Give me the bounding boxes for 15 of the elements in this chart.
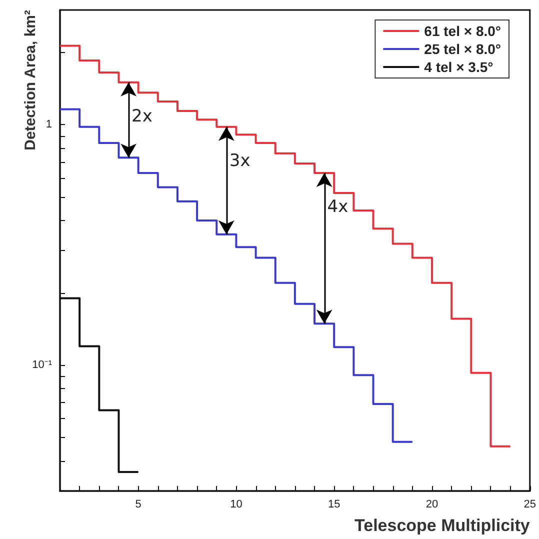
x-tick-label: 10 bbox=[230, 498, 242, 510]
x-tick-label: 20 bbox=[426, 498, 438, 510]
annotation: 4x bbox=[327, 197, 348, 218]
annotation: 3x bbox=[229, 150, 250, 171]
legend-label: 25 tel × 8.0° bbox=[424, 41, 502, 57]
y-tick-label: 1 bbox=[46, 118, 52, 131]
y-tick-label: 10⁻¹ bbox=[32, 359, 52, 372]
x-axis-title: Telescope Multiplicity bbox=[354, 516, 530, 535]
annotation: 2x bbox=[132, 106, 152, 126]
x-tick-label: 15 bbox=[328, 498, 340, 510]
legend-label: 4 tel × 3.5° bbox=[424, 59, 494, 75]
x-tick-label: 5 bbox=[135, 498, 142, 510]
x-tick-label: 25 bbox=[524, 498, 536, 510]
y-axis-title: Detection Area, km² bbox=[22, 10, 39, 150]
legend-label: 61 tel × 8.0° bbox=[424, 23, 502, 39]
